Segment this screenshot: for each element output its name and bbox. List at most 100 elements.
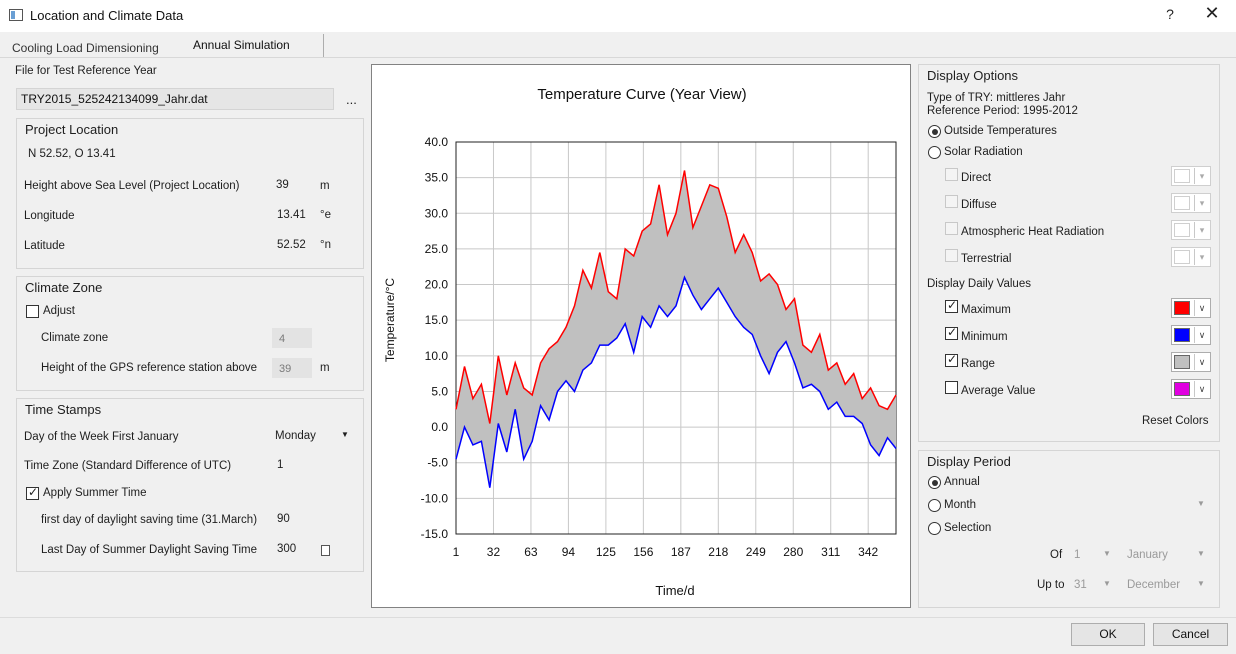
x-axis-label: Time/d [655, 583, 694, 598]
tab-annual-simulation[interactable]: Annual Simulation [193, 38, 290, 52]
display-period-group [918, 450, 1220, 608]
tab-box [170, 34, 324, 58]
annual-radio[interactable] [928, 476, 941, 489]
average-label: Average Value [961, 385, 1036, 397]
atmospheric-label: Atmospheric Heat Radiation [961, 226, 1105, 238]
latitude-value[interactable]: 52.52 [277, 239, 306, 251]
range-color-picker[interactable]: ∨ [1171, 352, 1211, 372]
range-band [456, 170, 896, 488]
average-color-picker[interactable]: ∨ [1171, 379, 1211, 399]
month-radio[interactable] [928, 499, 941, 512]
longitude-unit: °e [320, 209, 331, 221]
reset-colors-button[interactable]: Reset Colors [1142, 415, 1209, 427]
dst-first-day-label: first day of daylight saving time (31.Ma… [41, 514, 258, 526]
x-tick-label: 63 [524, 545, 538, 559]
title-bar [0, 0, 1236, 32]
weekday-dropdown[interactable]: Monday [275, 430, 316, 442]
atmospheric-color-picker[interactable]: ▾ [1171, 220, 1211, 240]
calendar-icon[interactable] [321, 545, 330, 556]
terrestrial-checkbox[interactable] [945, 249, 958, 262]
y-tick-label: 40.0 [425, 135, 449, 149]
maximum-color-picker[interactable]: ∨ [1171, 298, 1211, 318]
height-label: Height above Sea Level (Project Location… [24, 180, 240, 192]
dst-first-day-value[interactable]: 90 [277, 513, 290, 525]
range-label: Range [961, 358, 995, 370]
direct-label: Direct [961, 172, 992, 184]
chart-series [455, 170, 897, 488]
minimum-checkbox[interactable] [945, 325, 958, 340]
atmospheric-checkbox[interactable] [945, 222, 958, 235]
direct-checkbox[interactable] [945, 168, 958, 181]
of-day-dropdown[interactable]: 1 [1074, 549, 1081, 561]
y-tick-label: 30.0 [425, 206, 449, 220]
chart-svg: Temperature Curve (Year View) 40.0 35.0 30… [383, 86, 897, 598]
month-label: Month [944, 499, 976, 511]
height-value[interactable]: 39 [276, 179, 289, 191]
average-checkbox[interactable] [945, 381, 958, 394]
selection-radio[interactable] [928, 522, 941, 535]
direct-color-picker[interactable]: ▾ [1171, 166, 1211, 186]
outside-temp-radio[interactable] [928, 125, 941, 138]
y-tick-label: 10.0 [425, 349, 449, 363]
chart-ticks: 40.0 35.0 30.0 25.0 20.0 15.0 10.0 5.0 0.0 -5.0 -1… [421, 135, 879, 559]
x-tick-label: 187 [671, 545, 691, 559]
diffuse-checkbox[interactable] [945, 195, 958, 208]
chevron-down-icon[interactable]: ▼ [341, 430, 349, 439]
terrestrial-color-picker[interactable]: ▾ [1171, 247, 1211, 267]
gps-height-unit: m [320, 362, 330, 374]
ok-button[interactable]: OK [1071, 623, 1145, 646]
latitude-unit: °n [320, 239, 331, 251]
diffuse-color-picker[interactable]: ▾ [1171, 193, 1211, 213]
month-dropdown-arrow[interactable]: ▼ [1197, 499, 1205, 508]
x-tick-label: 280 [783, 545, 803, 559]
coords-text: N 52.52, O 13.41 [28, 148, 116, 160]
close-icon[interactable]: ✕ [1204, 3, 1220, 23]
of-month-dropdown[interactable]: January [1127, 549, 1168, 561]
series-line-maximum [455, 170, 897, 424]
climate-zone-label: Climate zone [41, 332, 109, 344]
minimum-label: Minimum [961, 331, 1008, 343]
solar-radiation-radio[interactable] [928, 146, 941, 159]
dst-last-day-value[interactable]: 300 [277, 543, 297, 555]
time-zone-value[interactable]: 1 [277, 459, 284, 471]
y-tick-label: -5.0 [427, 456, 448, 470]
plot-frame [455, 141, 897, 535]
of-day-arrow[interactable]: ▼ [1103, 549, 1111, 558]
up-to-day-arrow[interactable]: ▼ [1103, 579, 1111, 588]
file-label: File for Test Reference Year [15, 65, 157, 77]
summer-time-label: Apply Summer Time [43, 487, 147, 499]
up-to-day-dropdown[interactable]: 31 [1074, 579, 1087, 591]
x-tick-label: 156 [633, 545, 653, 559]
of-month-arrow[interactable]: ▼ [1197, 549, 1205, 558]
help-button[interactable]: ? [1166, 6, 1174, 22]
bottom-divider [0, 617, 1236, 618]
gps-height-field[interactable]: 39 [272, 358, 312, 378]
range-checkbox[interactable] [945, 352, 958, 367]
adjust-checkbox[interactable] [26, 305, 39, 318]
minimum-color-picker[interactable]: ∨ [1171, 325, 1211, 345]
diffuse-label: Diffuse [961, 199, 997, 211]
y-tick-label: -15.0 [421, 527, 449, 541]
tab-divider [0, 57, 1236, 58]
y-tick-label: 5.0 [431, 384, 448, 398]
browse-button[interactable]: ... [346, 92, 357, 107]
height-unit: m [320, 180, 330, 192]
x-tick-label: 311 [821, 545, 840, 559]
climate-zone-field[interactable]: 4 [272, 328, 312, 348]
time-stamps-group [16, 398, 364, 572]
up-to-month-arrow[interactable]: ▼ [1197, 579, 1205, 588]
up-to-month-dropdown[interactable]: December [1127, 579, 1181, 591]
longitude-value[interactable]: 13.41 [277, 209, 306, 221]
ref-period-text: Reference Period: 1995-2012 [927, 105, 1078, 117]
tab-cooling-load[interactable]: Cooling Load Dimensioning [12, 41, 159, 55]
cancel-button[interactable]: Cancel [1153, 623, 1228, 646]
y-tick-label: 20.0 [425, 278, 449, 292]
x-tick-label: 249 [746, 545, 766, 559]
gps-height-label: Height of the GPS reference station abov… [41, 362, 258, 374]
summer-time-checkbox[interactable] [26, 485, 39, 500]
y-axis-label: Temperature/°C [383, 278, 397, 362]
time-stamps-title: Time Stamps [25, 402, 102, 417]
annual-label: Annual [944, 476, 980, 488]
file-field[interactable]: TRY2015_525242134099_Jahr.dat [16, 88, 334, 110]
maximum-checkbox[interactable] [945, 298, 958, 313]
